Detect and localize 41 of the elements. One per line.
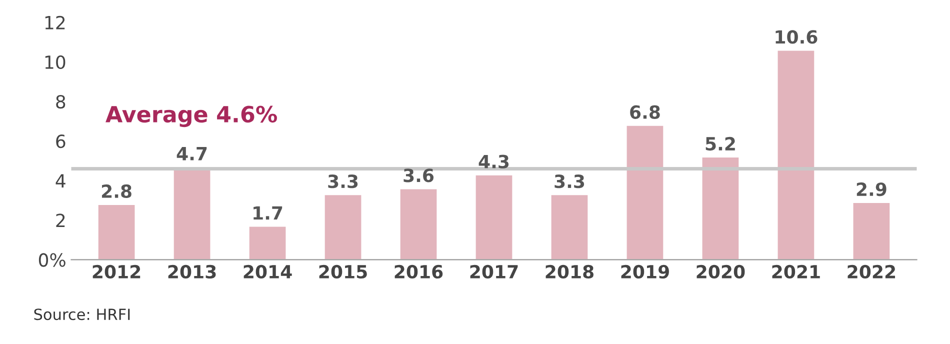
x-tick-label: 2018 bbox=[546, 264, 594, 279]
bar bbox=[474, 174, 514, 260]
data-label: 5.2 bbox=[706, 136, 735, 151]
y-tick-label: 12 bbox=[45, 16, 65, 30]
source-note: Source: HRFI bbox=[34, 308, 130, 320]
bar bbox=[248, 225, 288, 260]
y-tick-label: 4 bbox=[56, 174, 66, 188]
data-label: 2.9 bbox=[856, 182, 886, 196]
x-tick-label: 2020 bbox=[696, 264, 745, 279]
data-label: 4.7 bbox=[176, 147, 207, 160]
x-tick-label: 2017 bbox=[470, 264, 518, 279]
x-tick-label: 2012 bbox=[92, 264, 140, 279]
data-label: 3.3 bbox=[328, 174, 358, 188]
bar bbox=[625, 124, 665, 260]
data-label: 4.3 bbox=[478, 154, 509, 168]
data-label: 2.8 bbox=[102, 184, 132, 198]
x-tick-label: 2014 bbox=[244, 264, 292, 279]
bar bbox=[852, 202, 892, 260]
bar bbox=[550, 194, 590, 260]
x-tick-label: 2013 bbox=[168, 264, 216, 279]
y-tick-label: 8 bbox=[56, 94, 66, 109]
x-tick-label: 2019 bbox=[621, 264, 669, 279]
bar bbox=[398, 188, 438, 260]
data-label: 6.8 bbox=[630, 105, 660, 119]
x-tick-label: 2022 bbox=[848, 264, 896, 279]
x-tick-label: 2016 bbox=[394, 264, 443, 279]
x-tick-label: 2015 bbox=[319, 264, 367, 279]
y-tick-label: 10 bbox=[45, 55, 66, 70]
data-label: 3.3 bbox=[554, 174, 584, 188]
bar bbox=[776, 49, 816, 260]
y-tick-label: 0% bbox=[38, 253, 66, 267]
ref-line-label: Average 4.6% bbox=[106, 106, 277, 128]
bar bbox=[323, 194, 363, 260]
bar bbox=[96, 204, 136, 260]
data-label: 3.6 bbox=[404, 168, 434, 182]
bar bbox=[700, 156, 740, 260]
y-tick-label: 6 bbox=[56, 134, 66, 148]
data-label: 10.6 bbox=[776, 30, 818, 44]
x-tick-label: 2021 bbox=[772, 264, 820, 279]
data-label: 1.7 bbox=[254, 206, 282, 220]
y-tick-label: 2 bbox=[56, 214, 65, 228]
